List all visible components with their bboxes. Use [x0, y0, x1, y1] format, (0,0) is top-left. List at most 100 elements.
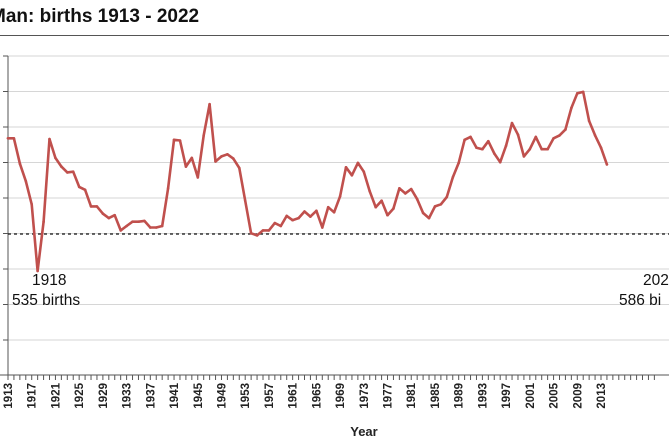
data-point: [18, 162, 22, 165]
data-point: [581, 90, 585, 94]
x-axis-ticks: 1913 1917 1921 1925 1929 1933 1937 1941 1945 1949…: [3, 375, 655, 409]
data-point: [60, 165, 63, 168]
data-point: [113, 213, 116, 217]
data-point: [587, 119, 591, 123]
data-point: [427, 216, 431, 220]
x-tick-label: 1925: [74, 382, 86, 408]
data-point: [338, 195, 342, 198]
data-point: [297, 216, 300, 220]
data-point: [326, 205, 330, 209]
x-tick-label: 1957: [264, 383, 276, 409]
annotation-year-min: 1918: [32, 272, 66, 289]
x-tick-label: 1969: [335, 383, 347, 409]
chart-title: Man: births 1913 - 2022: [0, 6, 200, 27]
data-point: [30, 203, 33, 206]
data-point: [493, 152, 496, 155]
x-tick-label: 1929: [98, 383, 110, 409]
x-tick-label: 1921: [50, 382, 62, 408]
data-point: [107, 216, 111, 220]
data-point: [36, 269, 39, 273]
data-point: [528, 147, 532, 151]
x-tick-label: 1953: [240, 383, 252, 409]
x-tick-label: 1985: [430, 382, 442, 408]
x-tick-label: 1977: [383, 383, 395, 409]
data-point: [95, 205, 99, 208]
data-point: [309, 215, 312, 218]
data-point: [368, 189, 372, 193]
data-point: [380, 199, 383, 202]
data-point: [332, 211, 336, 214]
data-point: [238, 166, 241, 170]
data-point: [404, 192, 407, 195]
data-point: [285, 214, 289, 218]
data-point: [119, 229, 122, 232]
data-point: [439, 203, 443, 206]
x-axis-label: Year: [350, 424, 377, 439]
x-tick-label: 2001: [525, 382, 537, 408]
data-point: [155, 226, 158, 229]
data-point: [392, 207, 395, 210]
data-point: [356, 161, 360, 165]
data-point: [66, 171, 69, 174]
data-point: [421, 211, 425, 215]
x-tick-label: 1913: [3, 383, 15, 409]
data-point: [463, 138, 466, 142]
data-point: [42, 220, 45, 223]
data-point: [273, 221, 277, 225]
data-point: [504, 144, 508, 147]
data-point: [321, 226, 324, 229]
data-point: [409, 187, 413, 191]
data-point: [220, 155, 223, 158]
data-point: [534, 135, 538, 139]
data-point: [445, 195, 449, 199]
data-point: [457, 161, 461, 165]
data-point: [89, 205, 93, 208]
data-point: [522, 155, 526, 158]
data-point: [593, 134, 597, 137]
data-point: [6, 137, 10, 140]
x-tick-label: 2005: [549, 382, 561, 408]
data-point: [267, 229, 271, 232]
data-point: [172, 138, 176, 142]
data-point: [386, 213, 389, 217]
data-point: [516, 133, 520, 136]
x-tick-label: 1997: [501, 383, 513, 409]
data-point: [487, 139, 490, 143]
data-point: [510, 121, 514, 125]
data-point: [540, 147, 543, 151]
births-series-line: [6, 90, 609, 273]
data-point: [605, 163, 609, 166]
data-point: [77, 185, 81, 189]
x-tick-label: 1917: [27, 383, 39, 409]
data-point: [546, 147, 549, 151]
x-tick-label: 1937: [145, 383, 157, 409]
data-point: [83, 188, 87, 192]
x-tick-label: 1933: [122, 383, 134, 409]
x-tick-label: 1973: [359, 383, 371, 409]
data-point: [208, 102, 211, 106]
data-point: [232, 157, 235, 160]
data-point: [131, 220, 134, 223]
data-point: [190, 156, 194, 160]
data-point: [564, 128, 567, 131]
data-point: [558, 134, 561, 137]
data-point: [24, 179, 28, 183]
data-point: [451, 176, 455, 179]
data-point: [398, 187, 401, 190]
data-point: [475, 146, 478, 149]
data-point: [160, 224, 164, 228]
data-point: [71, 170, 75, 173]
data-point: [315, 209, 318, 213]
data-point: [226, 153, 229, 156]
data-point: [166, 187, 170, 190]
data-point: [249, 232, 253, 235]
gridlines: [3, 55, 669, 341]
data-point: [101, 212, 105, 215]
data-point: [576, 92, 579, 95]
x-tick-label: 1993: [477, 383, 489, 409]
data-point: [54, 156, 57, 160]
x-tick-label: 1961: [288, 382, 300, 408]
x-tick-label: 1989: [454, 383, 466, 409]
data-point: [481, 147, 484, 151]
